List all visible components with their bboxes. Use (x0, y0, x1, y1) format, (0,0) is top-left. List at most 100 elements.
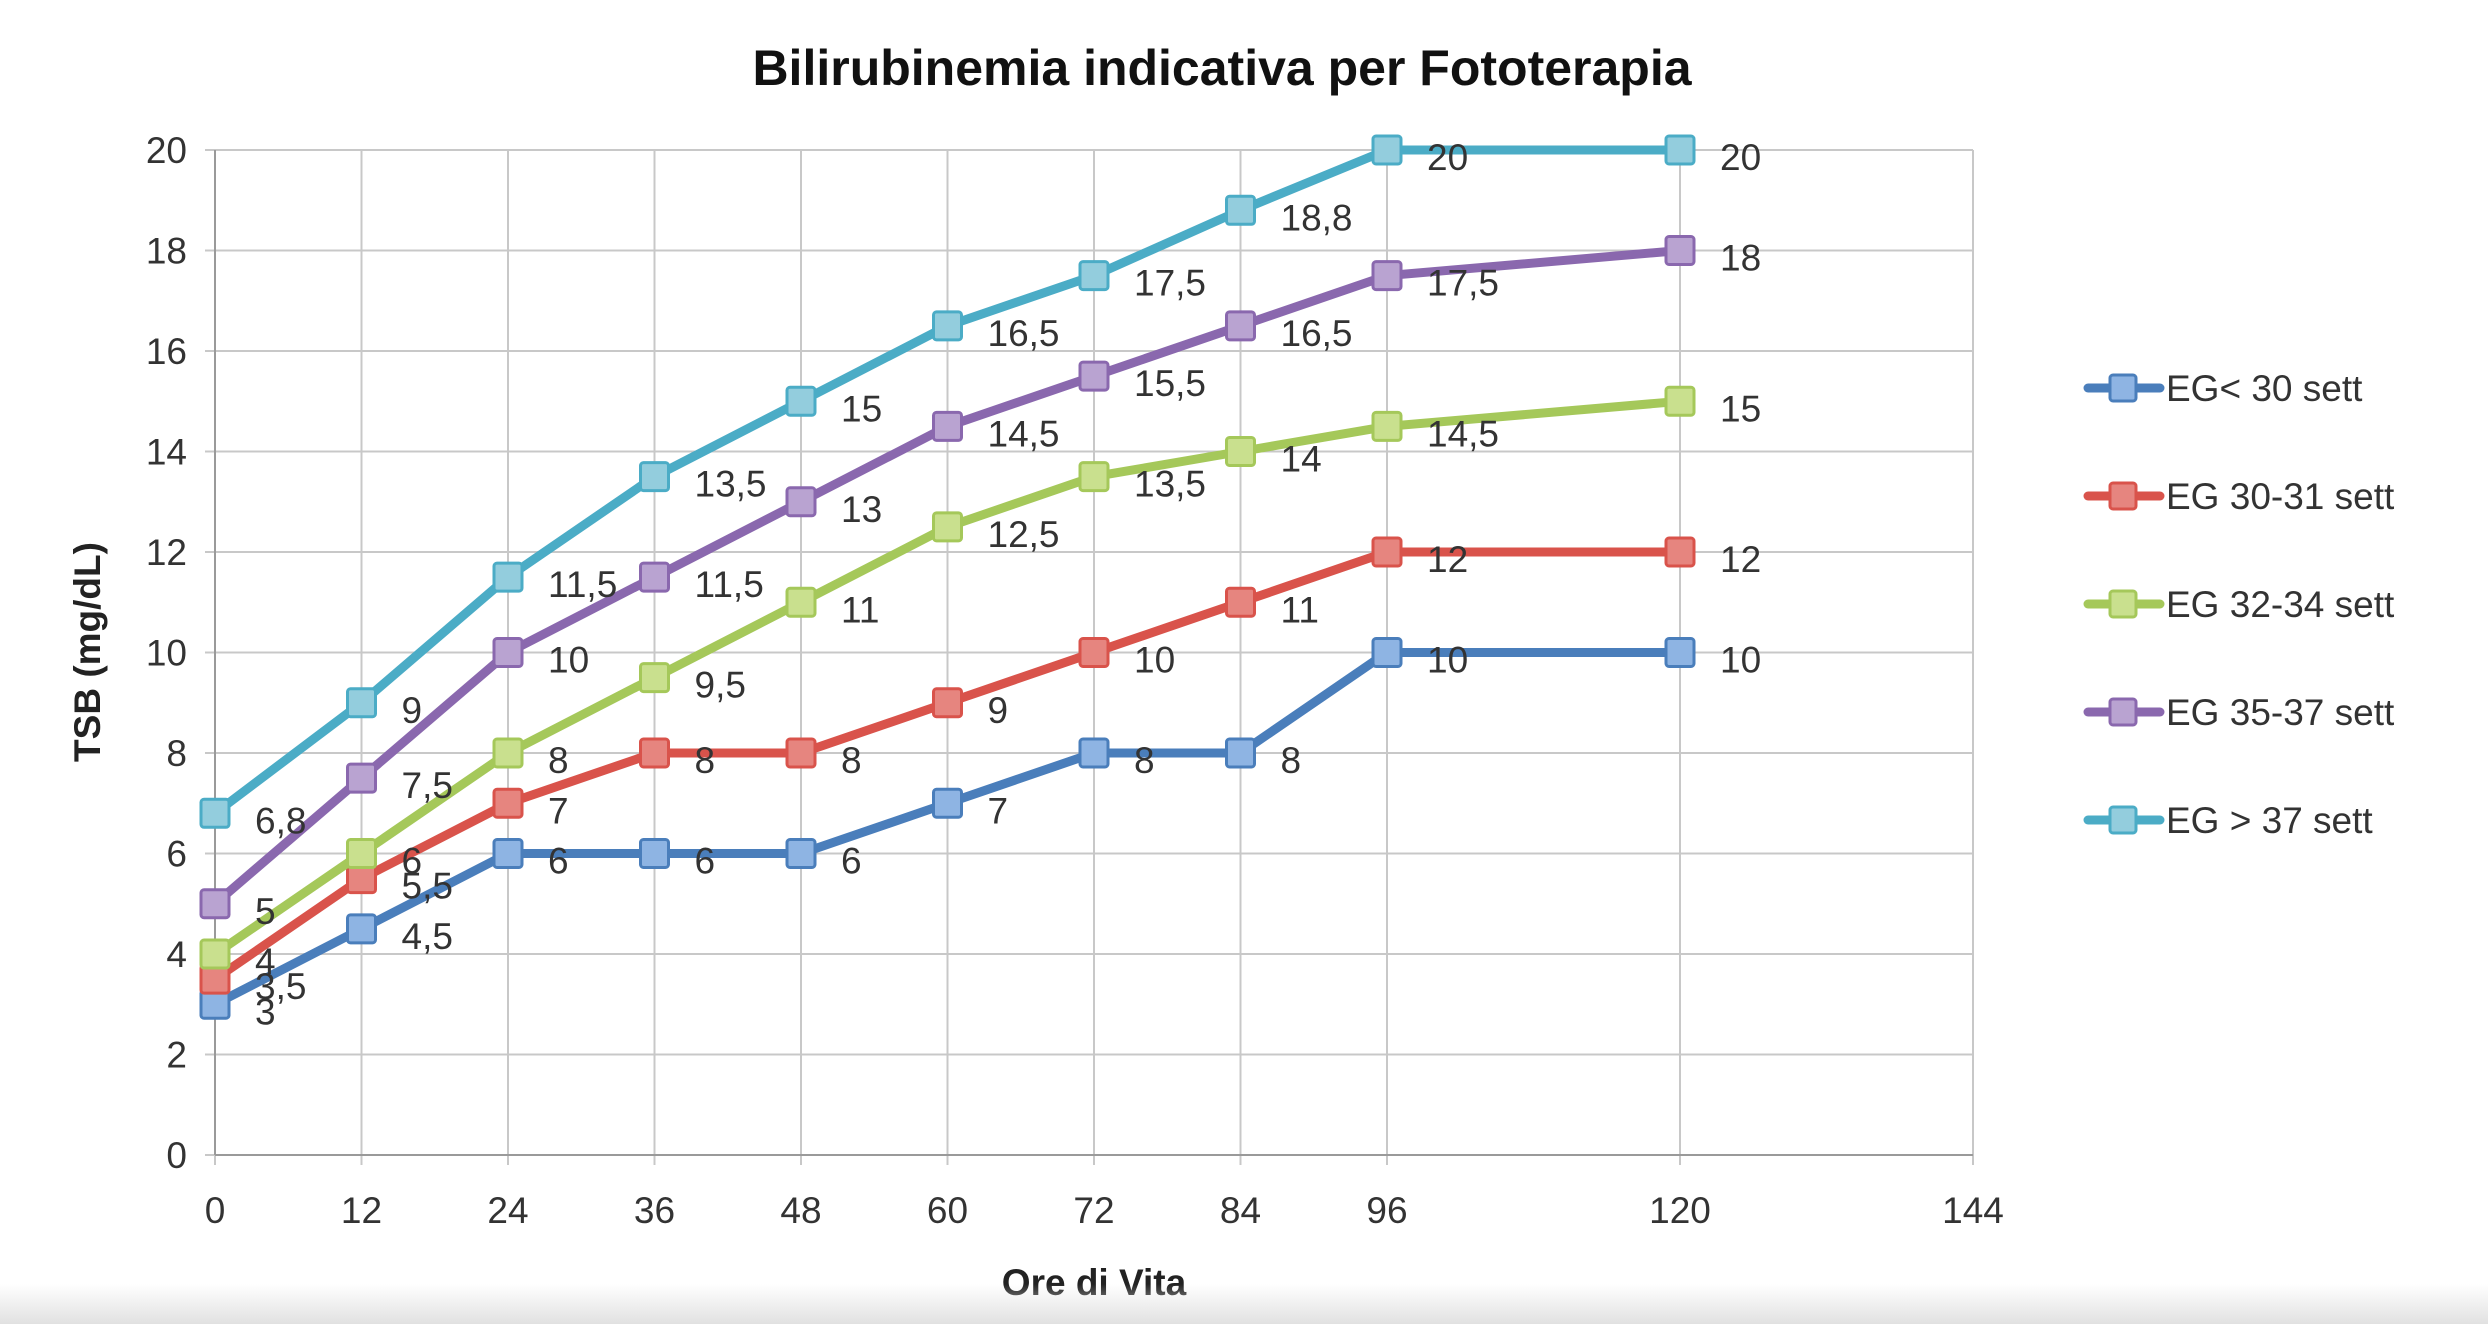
point-marker (1664, 637, 1696, 668)
legend-marker (2108, 805, 2138, 835)
point-marker (932, 410, 963, 442)
x-tick-label: 72 (1073, 1190, 1114, 1231)
point-marker (1225, 586, 1256, 618)
data-label: 6 (548, 841, 569, 882)
series-line-eg-30-31-sett (210, 547, 1685, 984)
x-tick-label: 48 (780, 1190, 821, 1231)
point-marker (1664, 134, 1696, 166)
point-marker (639, 561, 670, 593)
point-marker (346, 838, 377, 869)
data-label: 18 (1720, 238, 1761, 279)
x-tick-label: 0 (205, 1190, 226, 1231)
point-marker (1371, 410, 1403, 442)
data-label: 11 (841, 589, 879, 630)
bottom-fade (0, 1284, 2488, 1324)
data-label: 17,5 (1134, 263, 1206, 304)
point-marker (932, 687, 963, 719)
y-tick-label: 16 (146, 331, 187, 372)
point-marker (199, 888, 231, 920)
y-tick-label: 18 (146, 231, 187, 272)
data-label: 8 (841, 740, 862, 781)
y-tick-label: 10 (146, 633, 187, 674)
point-marker (346, 762, 377, 794)
point-marker (1225, 436, 1256, 467)
data-label: 16,5 (988, 313, 1060, 354)
data-label: 15 (1720, 388, 1761, 429)
point-marker (1664, 235, 1696, 266)
y-tick-label: 4 (166, 934, 187, 975)
legend-item: EG 35-37 sett (2083, 692, 2395, 733)
x-tick-label: 12 (341, 1190, 382, 1231)
point-marker (1371, 134, 1403, 166)
data-label: 14 (1281, 439, 1322, 480)
legend-item: EG< 30 sett (2083, 368, 2363, 409)
x-tick-label: 96 (1366, 1190, 1407, 1231)
data-label: 15,5 (1134, 363, 1206, 404)
legend-label: EG 32-34 sett (2166, 584, 2395, 625)
legend-label: EG 30-31 sett (2166, 476, 2395, 517)
data-label: 5 (255, 891, 276, 932)
data-label: 4,5 (402, 916, 453, 957)
data-label: 15 (841, 388, 882, 429)
point-marker (639, 662, 670, 694)
point-marker (492, 561, 524, 593)
legend-marker (2108, 481, 2138, 511)
legend-item: EG 30-31 sett (2083, 476, 2395, 517)
data-label: 11,5 (548, 564, 617, 605)
point-marker (1664, 385, 1696, 417)
point-marker (346, 913, 377, 945)
series-lines (199, 134, 1696, 1020)
y-tick-label: 8 (166, 733, 187, 774)
data-label: 16,5 (1281, 313, 1353, 354)
x-tick-label: 60 (927, 1190, 968, 1231)
point-marker (1078, 260, 1110, 292)
point-marker (1371, 637, 1403, 668)
point-marker (932, 511, 963, 543)
point-marker (1225, 310, 1256, 342)
y-tick-label: 2 (166, 1035, 187, 1076)
data-label: 18,8 (1281, 197, 1353, 238)
data-label: 17,5 (1427, 263, 1499, 304)
data-label: 8 (1134, 740, 1155, 781)
legend-item: EG 32-34 sett (2083, 584, 2395, 625)
legend-marker (2108, 373, 2138, 403)
legend-label: EG< 30 sett (2166, 368, 2363, 409)
point-marker (785, 486, 817, 518)
point-marker (346, 687, 377, 719)
data-label: 6 (695, 841, 716, 882)
data-label: 3 (255, 991, 276, 1032)
point-marker (492, 737, 524, 769)
data-label: 14,5 (1427, 413, 1499, 454)
legend-item: EG > 37 sett (2083, 800, 2373, 841)
data-label: 12 (1720, 539, 1761, 580)
data-label: 8 (1281, 740, 1302, 781)
y-tick-label: 12 (146, 532, 187, 573)
series-line-eg-30-sett (210, 648, 1685, 1009)
point-marker (1078, 737, 1110, 769)
data-label: 13 (841, 489, 882, 530)
data-label: 9 (988, 690, 1009, 731)
data-label: 13,5 (695, 464, 767, 505)
data-label: 9,5 (695, 665, 746, 706)
point-marker (492, 787, 524, 819)
data-label: 10 (1720, 640, 1761, 681)
series-line-eg-32-34-sett (210, 396, 1685, 959)
series-line-eg-37-sett (210, 145, 1685, 818)
data-label: 10 (1427, 640, 1468, 681)
data-label: 12,5 (988, 514, 1060, 555)
point-marker (1371, 260, 1403, 292)
data-label: 12 (1427, 539, 1468, 580)
legend-label: EG > 37 sett (2166, 800, 2373, 841)
data-label: 5,5 (402, 866, 453, 907)
data-label: 9 (402, 690, 423, 731)
data-label: 8 (695, 740, 716, 781)
data-label: 11,5 (695, 564, 764, 605)
data-label: 6 (841, 841, 862, 882)
point-marker (199, 938, 231, 970)
data-label: 11 (1281, 589, 1319, 630)
data-label: 13,5 (1134, 464, 1206, 505)
point-marker (492, 838, 524, 869)
point-marker (932, 310, 963, 342)
